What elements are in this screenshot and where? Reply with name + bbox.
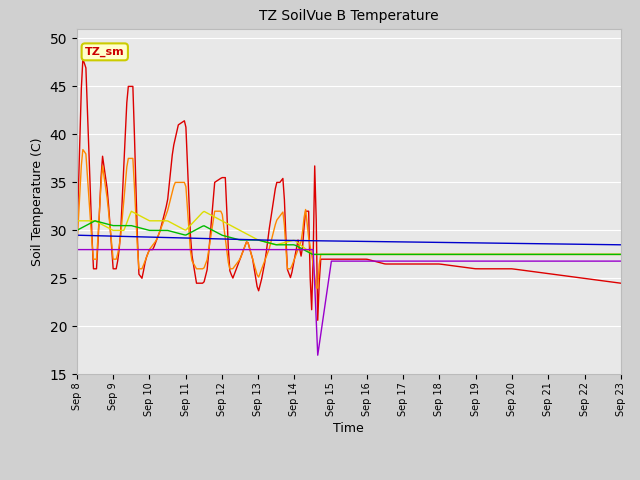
Title: TZ SoilVue B Temperature: TZ SoilVue B Temperature [259, 10, 438, 24]
Text: TZ_sm: TZ_sm [85, 47, 125, 57]
X-axis label: Time: Time [333, 421, 364, 434]
Y-axis label: Soil Temperature (C): Soil Temperature (C) [31, 137, 44, 266]
